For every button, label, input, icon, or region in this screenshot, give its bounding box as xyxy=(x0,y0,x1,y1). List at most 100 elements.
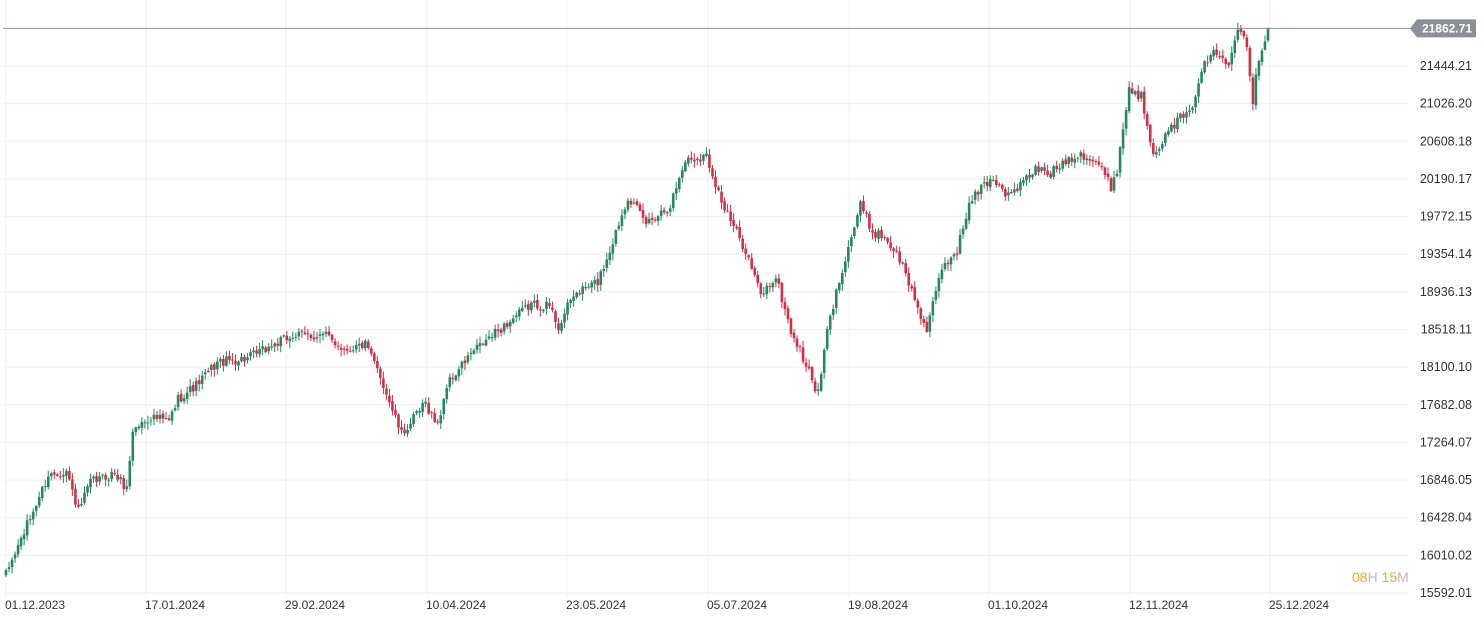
candle-body xyxy=(1266,28,1270,41)
candle-body xyxy=(49,473,53,477)
candle-body xyxy=(557,323,560,331)
candle-body xyxy=(107,479,110,481)
candle-body xyxy=(37,497,41,506)
candle-body xyxy=(294,336,298,338)
candle-body xyxy=(116,474,120,480)
candle-body xyxy=(53,472,56,475)
candle-body xyxy=(451,378,455,380)
candle-body xyxy=(270,346,273,348)
candle-body xyxy=(176,395,180,408)
candle-body xyxy=(801,347,805,362)
candle-body xyxy=(1182,114,1185,118)
candle-body xyxy=(315,337,319,339)
candle-body xyxy=(850,237,853,247)
candle-body xyxy=(714,176,717,187)
candle-body xyxy=(756,274,760,284)
candle-body xyxy=(768,286,772,288)
candle-body xyxy=(747,255,751,258)
candle-body xyxy=(505,323,509,327)
candle-body xyxy=(7,567,11,570)
candle-body xyxy=(4,569,8,576)
candle-body xyxy=(403,429,406,434)
candle-body xyxy=(1227,62,1231,66)
candle-body xyxy=(871,230,874,233)
candle-body xyxy=(161,413,165,419)
candle-body xyxy=(65,470,68,476)
candle-body xyxy=(961,228,965,235)
candle-body xyxy=(798,346,802,348)
candle-body xyxy=(460,361,464,369)
candle-body xyxy=(309,334,313,339)
candle-body xyxy=(466,355,470,363)
candle-body xyxy=(569,299,572,304)
candle-body xyxy=(940,269,944,280)
candle-body xyxy=(1221,55,1225,58)
candle-body xyxy=(149,420,153,422)
candle-body xyxy=(89,478,92,488)
y-axis: 21444.21 21026.20 20608.18 20190.17 19772.15… xyxy=(1420,59,1472,600)
candle-body xyxy=(442,398,446,415)
candle-body xyxy=(140,422,144,428)
candle-body xyxy=(155,414,159,419)
candle-body xyxy=(125,486,129,490)
candle-body xyxy=(602,268,606,272)
candle-body xyxy=(391,401,394,411)
candle-body xyxy=(837,283,841,291)
candle-body xyxy=(741,238,744,250)
candle-body xyxy=(1158,149,1161,151)
candle-body xyxy=(472,350,476,354)
candle-body xyxy=(1142,91,1146,114)
candle-body xyxy=(330,334,334,341)
candle-body xyxy=(581,286,584,295)
x-tick-label: 17.01.2024 xyxy=(145,598,205,612)
candle-body xyxy=(910,285,914,289)
candle-body xyxy=(807,366,811,369)
candle-body xyxy=(137,426,141,429)
candle-body xyxy=(632,202,636,204)
candle-body xyxy=(1010,192,1013,194)
candle-body xyxy=(596,279,600,286)
candle-body xyxy=(1055,165,1058,170)
candle-body xyxy=(868,213,871,229)
candle-body xyxy=(1224,58,1228,64)
candle-body xyxy=(487,336,491,339)
candle-body xyxy=(539,309,542,311)
candle-body xyxy=(813,381,817,392)
candle-body xyxy=(394,409,397,415)
candle-body xyxy=(684,162,687,172)
candle-body xyxy=(448,377,452,388)
candle-body xyxy=(856,215,859,227)
candle-body xyxy=(388,395,391,403)
candle-body xyxy=(357,343,361,346)
candle-body xyxy=(988,179,992,188)
candle-body xyxy=(1064,159,1068,165)
candle-body xyxy=(237,361,240,366)
candle-body xyxy=(934,290,938,300)
candle-body xyxy=(895,251,898,253)
candle-body xyxy=(693,159,696,162)
candle-body xyxy=(952,254,956,257)
candle-body xyxy=(424,401,427,404)
candle-body xyxy=(1218,56,1221,58)
candle-body xyxy=(641,210,645,218)
candle-body xyxy=(282,335,286,337)
candle-body xyxy=(789,318,793,334)
candle-body xyxy=(511,318,515,323)
candle-body xyxy=(949,257,953,265)
candle-body xyxy=(925,321,929,332)
candle-body xyxy=(1028,174,1031,178)
candle-body xyxy=(554,311,557,323)
candle-body xyxy=(59,476,62,478)
candle-body xyxy=(185,392,189,399)
candle-body xyxy=(508,321,512,327)
candle-body xyxy=(333,341,337,346)
candle-body xyxy=(285,335,289,341)
y-tick-label: 21444.21 xyxy=(1420,59,1472,73)
candle-body xyxy=(351,350,355,352)
candle-body xyxy=(656,216,660,222)
y-tick-label: 21026.20 xyxy=(1420,97,1472,111)
candle-body xyxy=(240,356,243,362)
candle-body xyxy=(587,286,590,288)
candle-body xyxy=(847,247,850,262)
